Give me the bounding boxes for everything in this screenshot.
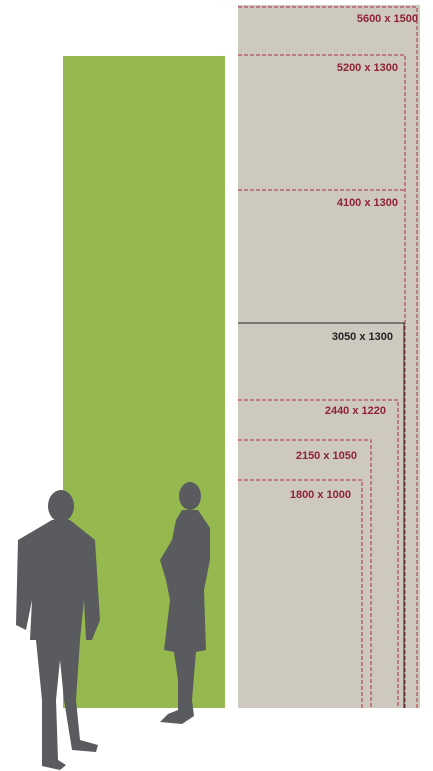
size-diagram: 5600 x 1500 5200 x 1300 4100 x 1300 3050… bbox=[0, 0, 433, 771]
size-label: 2440 x 1220 bbox=[325, 405, 386, 417]
gray-panel bbox=[238, 5, 420, 708]
size-label: 3050 x 1300 bbox=[332, 331, 393, 343]
size-label: 1800 x 1000 bbox=[290, 489, 351, 501]
size-label: 5200 x 1300 bbox=[337, 62, 398, 74]
size-label: 2150 x 1050 bbox=[296, 450, 357, 462]
size-label: 5600 x 1500 bbox=[357, 13, 418, 25]
size-label: 4100 x 1300 bbox=[337, 197, 398, 209]
